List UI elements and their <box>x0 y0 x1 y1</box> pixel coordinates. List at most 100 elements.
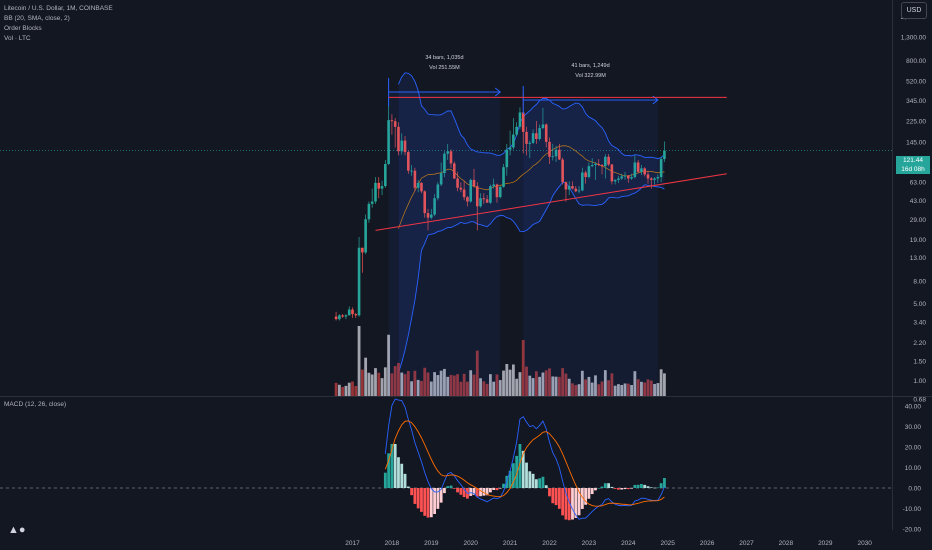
macd-histogram-bar <box>548 488 551 497</box>
candle-body <box>459 187 463 190</box>
candle-body <box>508 147 512 150</box>
volume-bar <box>607 380 610 396</box>
volume-bar <box>383 367 387 396</box>
volume-bar <box>574 384 578 396</box>
macd-histogram-bar <box>643 484 647 488</box>
candle-body <box>663 150 666 160</box>
volume-bar <box>420 380 423 396</box>
tradingview-logo-icon[interactable]: ▲● <box>8 524 26 536</box>
volume-bar <box>347 382 351 396</box>
macd-histogram-bar <box>649 487 653 488</box>
candle-body <box>531 133 535 143</box>
candle-body <box>564 182 568 190</box>
candle-body <box>636 162 640 172</box>
candle-body <box>505 149 509 168</box>
macd-histogram-bar <box>502 483 505 488</box>
candle-body <box>420 182 423 192</box>
volume-bar <box>423 367 427 396</box>
macd-histogram-bar <box>508 470 512 488</box>
bb-basis-line <box>398 145 665 229</box>
x-tick-label: 2018 <box>385 540 400 547</box>
symbol-title[interactable]: Litecoin / U.S. Dollar, 1M, COINBASE <box>4 5 113 12</box>
candle-body <box>357 247 361 316</box>
candle-body <box>646 174 650 179</box>
volume-bar <box>561 368 565 396</box>
candle-body <box>449 151 453 164</box>
order-blocks-label[interactable]: Order Blocks <box>4 25 42 32</box>
macd-histogram-bar <box>410 488 413 496</box>
candle-body <box>482 198 486 200</box>
x-tick-label: 2017 <box>345 540 360 547</box>
candle-body <box>423 191 427 214</box>
macd-histogram-bar <box>617 488 620 490</box>
macd-histogram-bar <box>603 483 607 488</box>
volume-bar <box>643 382 647 396</box>
volume-bar <box>534 371 538 396</box>
candle-body <box>469 179 472 202</box>
price-tick-label: 0.68 <box>913 396 926 403</box>
macd-histogram-bar <box>626 488 630 490</box>
candle-body <box>577 190 581 192</box>
x-tick-label: 2022 <box>542 540 557 547</box>
volume-bar <box>413 370 417 396</box>
candle-body <box>659 159 663 178</box>
volume-bar <box>656 383 660 396</box>
volume-bar <box>475 350 479 396</box>
candle-body <box>627 175 630 179</box>
volume-bar <box>590 382 594 396</box>
x-tick-label: 2027 <box>739 540 754 547</box>
macd-histogram-bar <box>646 486 650 488</box>
volume-bar <box>554 376 558 396</box>
last-price-tag: 121.44 <box>896 156 930 165</box>
macd-histogram-bar <box>479 488 482 497</box>
candle-body <box>607 156 610 165</box>
candle-body <box>620 176 624 179</box>
candle-body <box>472 179 476 187</box>
price-tick-label: 13.00 <box>910 255 927 262</box>
volume-bar <box>472 374 476 396</box>
volume-bar <box>449 374 453 396</box>
volume-bar <box>459 381 463 396</box>
candle-body <box>502 167 505 187</box>
candle-body <box>407 152 410 171</box>
x-tick-label: 2025 <box>660 540 675 547</box>
volume-bar <box>505 364 509 396</box>
candle-body <box>430 214 433 218</box>
price-tick-label: 19.00 <box>910 237 927 244</box>
candle-body <box>656 177 660 179</box>
candle-body <box>456 178 459 188</box>
volume-bar <box>439 370 443 396</box>
volume-bar <box>538 376 542 396</box>
macd-tick-label: -20.00 <box>903 527 922 534</box>
x-tick-label: 2023 <box>582 540 597 547</box>
volume-bar <box>370 374 374 396</box>
price-tick-label: 145.00 <box>906 140 926 147</box>
macd-histogram-bar <box>436 488 440 509</box>
macd-histogram-bar <box>587 488 591 499</box>
volume-bar <box>571 383 574 396</box>
volume-label[interactable]: Vol · LTC <box>4 35 31 42</box>
bb-indicator-label[interactable]: BB (20, SMA, close, 2) <box>4 15 70 22</box>
volume-bar <box>541 372 545 396</box>
currency-button[interactable]: USD <box>901 2 927 19</box>
candle-body <box>640 168 643 172</box>
candle-body <box>380 186 384 189</box>
volume-bar <box>452 375 456 396</box>
macd-histogram-bar <box>511 463 515 488</box>
candle-body <box>347 309 351 316</box>
volume-bar <box>344 385 348 396</box>
volume-bar <box>498 380 502 396</box>
candle-body <box>466 197 469 202</box>
macd-label[interactable]: MACD (12, 26, close) <box>4 401 67 408</box>
macd-histogram-bar <box>636 484 640 488</box>
volume-bar <box>357 326 361 396</box>
candle-body <box>538 128 541 140</box>
macd-histogram-bar <box>541 476 545 488</box>
candle-body <box>338 315 341 320</box>
candle-body <box>604 156 607 167</box>
macd-histogram-bar <box>472 488 476 495</box>
candle-body <box>600 165 604 167</box>
volume-bar <box>626 383 630 396</box>
volume-bar <box>443 368 446 396</box>
